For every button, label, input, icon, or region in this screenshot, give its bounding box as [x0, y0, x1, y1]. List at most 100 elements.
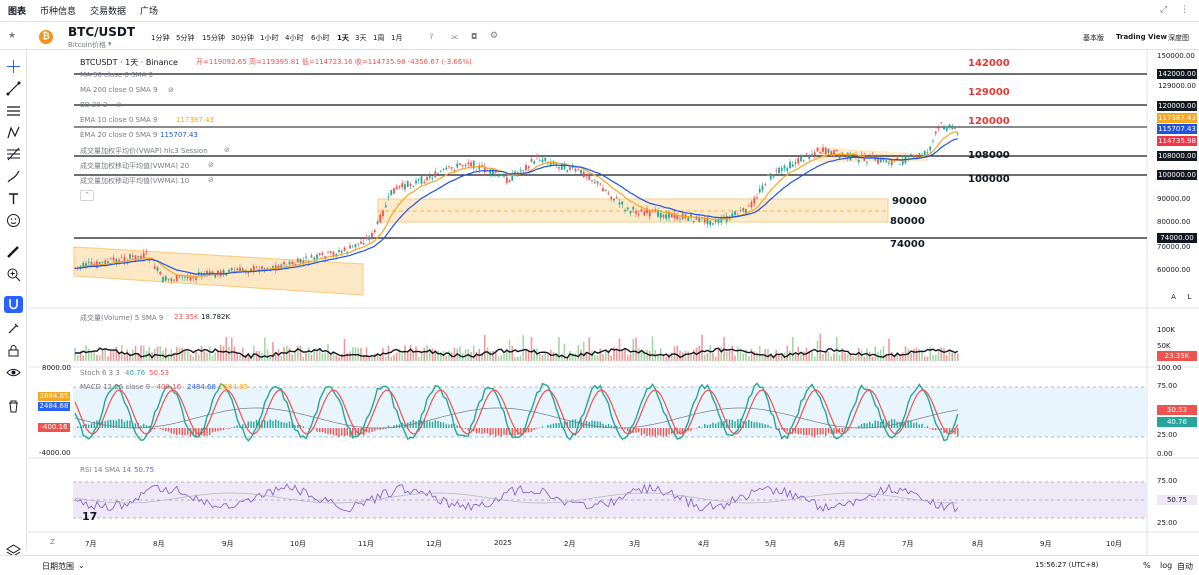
candle-body	[382, 210, 384, 217]
tab-trade-data[interactable]: 交易数据	[90, 7, 127, 17]
candle-body	[283, 261, 285, 265]
rsi-label[interactable]: RSI 14 SMA 14	[80, 466, 132, 474]
candle-body	[659, 213, 662, 218]
eye-off-icon[interactable]: ⊘	[116, 101, 122, 109]
price-tag: 108000.00	[1157, 151, 1197, 161]
volume-bar	[211, 355, 214, 361]
tf-6h[interactable]: 6小时	[311, 34, 330, 42]
tf-30m[interactable]: 30分钟	[231, 34, 254, 42]
tf-5m[interactable]: 5分钟	[176, 34, 195, 42]
tf-3d[interactable]: 3天	[355, 34, 367, 42]
indicator-bb[interactable]: BB 20 2	[80, 101, 108, 109]
indicator-vwma20[interactable]: 成交量加权移动平均值(VWMA) 20	[80, 162, 190, 170]
macd-bar	[616, 425, 618, 428]
star-icon[interactable]: ★	[8, 31, 17, 41]
view-tradingview[interactable]: Trading View	[1116, 33, 1167, 41]
candle-body	[302, 260, 305, 263]
tf-1d[interactable]: 1天	[337, 34, 349, 42]
date-range-button[interactable]: 日期范围	[42, 562, 74, 571]
macd-bar	[662, 428, 665, 437]
volume-bar	[670, 352, 673, 361]
volume-bar	[833, 353, 835, 361]
candle-body	[324, 255, 327, 260]
emoji-icon[interactable]	[4, 212, 23, 229]
magnet-icon[interactable]	[4, 296, 23, 313]
volume-bar	[508, 339, 511, 361]
candle-body	[745, 209, 747, 215]
tab-square[interactable]: 广场	[140, 7, 159, 17]
camera-icon[interactable]: ◘	[471, 32, 478, 41]
indicator-ema10[interactable]: EMA 10 close 0 SMA 9	[80, 116, 158, 124]
ruler-icon[interactable]	[4, 244, 23, 261]
macd-label[interactable]: MACD 12 26 close 9	[80, 383, 151, 391]
pattern-icon[interactable]	[4, 124, 23, 141]
indicator-ma50[interactable]: MA 50 close 0 SMA 9	[80, 71, 154, 79]
auto-scale-button[interactable]: A	[1171, 293, 1176, 301]
macd-bar	[893, 419, 896, 428]
text-icon[interactable]	[4, 190, 23, 207]
indicator-ema20[interactable]: EMA 20 close 0 SMA 9	[80, 131, 158, 139]
log-scale-button[interactable]: L	[1187, 293, 1192, 301]
volume-bar	[222, 346, 225, 361]
view-depth[interactable]: 深度图	[1168, 34, 1189, 42]
candle-type-icon[interactable]: ⫯	[430, 32, 434, 41]
horizontal-lines-icon[interactable]	[4, 102, 23, 119]
chevron-down-icon[interactable]: ⌄	[78, 561, 85, 570]
chart-canvas[interactable]	[28, 50, 1199, 560]
chart-area[interactable]: BTCUSDT · 1天 · Binance 开=119092.65 高=119…	[28, 50, 1199, 560]
indicators-icon[interactable]: ⫘	[451, 32, 459, 41]
percent-toggle[interactable]: %	[1143, 561, 1151, 570]
volume-bar	[360, 347, 362, 361]
brush-icon[interactable]	[4, 168, 23, 185]
indicator-vwap[interactable]: 成交量加权平均价(VWAP) hlc3 Session	[80, 147, 208, 155]
macd-bar	[816, 428, 819, 435]
tab-chart[interactable]: 图表	[8, 7, 27, 17]
macd-bar	[800, 428, 802, 435]
symbol-name[interactable]: BTC/USDT	[68, 25, 136, 39]
tf-1h[interactable]: 1小时	[260, 34, 279, 42]
collapse-legend-button[interactable]: ⌃	[80, 190, 94, 201]
indicator-ma200[interactable]: MA 200 close 0 SMA 9	[80, 86, 158, 94]
expand-icon[interactable]: ⤢	[1160, 5, 1168, 15]
macd-bar	[385, 428, 387, 430]
clock-readout[interactable]: 15:56:27 (UTC+8)	[1035, 561, 1099, 569]
stoch-label[interactable]: Stoch 6 3 3	[80, 369, 120, 377]
trendline-icon[interactable]	[4, 80, 23, 97]
goto-icon[interactable]: Z	[50, 538, 55, 546]
tf-1mo[interactable]: 1月	[391, 34, 403, 42]
stoch-d-value: 50.53	[149, 369, 170, 377]
zoom-in-icon[interactable]	[4, 266, 23, 283]
log-toggle[interactable]: log	[1160, 561, 1173, 570]
crosshair-icon[interactable]	[4, 58, 23, 75]
eye-off-icon[interactable]: ⊘	[224, 146, 230, 154]
auto-toggle[interactable]: 自动	[1177, 562, 1193, 571]
indicator-vwma10[interactable]: 成交量加权移动平均值(VWMA) 10	[80, 177, 190, 185]
view-basic[interactable]: 基本版	[1083, 34, 1104, 42]
fib-icon[interactable]	[4, 146, 23, 163]
macd-bar	[627, 428, 629, 432]
tf-1m[interactable]: 1分钟	[151, 34, 170, 42]
trash-icon[interactable]	[4, 398, 23, 415]
eye-off-icon[interactable]: ⊘	[168, 86, 174, 94]
lock-drawing-icon[interactable]	[4, 320, 23, 337]
eye-off-icon[interactable]: ⊘	[208, 161, 214, 169]
tf-4h[interactable]: 4小时	[285, 34, 304, 42]
candle-body	[855, 155, 857, 156]
tf-15m[interactable]: 15分钟	[202, 34, 225, 42]
settings-icon[interactable]: ⚙	[490, 31, 499, 41]
chevron-down-icon[interactable]: ▾	[108, 40, 112, 48]
volume-bar	[758, 346, 761, 361]
candle-body	[797, 157, 800, 164]
volume-tick: 100K	[1157, 326, 1175, 334]
more-icon[interactable]: ⋮	[1180, 5, 1189, 15]
lock-icon[interactable]	[4, 342, 23, 359]
volume-bar	[112, 349, 115, 361]
volume-bar	[676, 345, 679, 361]
eye-off-icon[interactable]: ⊘	[208, 176, 214, 184]
tf-1w[interactable]: 1周	[373, 34, 385, 42]
tab-coin-info[interactable]: 币种信息	[40, 7, 77, 17]
volume-label[interactable]: 成交量(Volume) 5 SMA 9	[80, 314, 164, 322]
candle-body	[241, 268, 244, 271]
eye-icon[interactable]	[4, 364, 23, 381]
candle-body	[217, 270, 219, 275]
